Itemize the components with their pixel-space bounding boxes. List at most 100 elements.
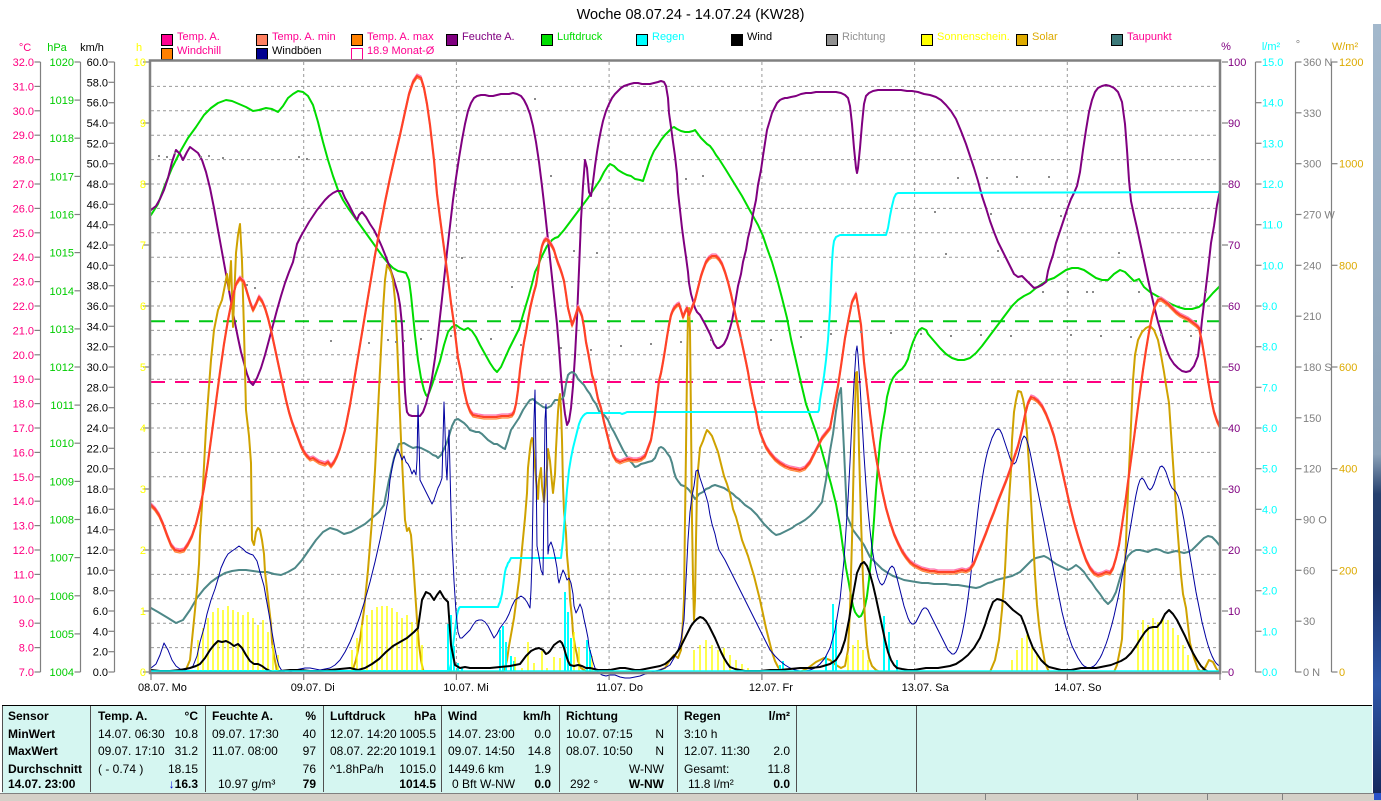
svg-text:1014: 1014 <box>50 286 74 298</box>
svg-text:40: 40 <box>1228 423 1240 435</box>
svg-text:1011: 1011 <box>50 400 74 412</box>
svg-text:6.0: 6.0 <box>93 606 108 618</box>
svg-text:22.0: 22.0 <box>87 443 108 455</box>
svg-text:08.07. Mo: 08.07. Mo <box>138 682 187 694</box>
svg-text:28.0: 28.0 <box>87 382 108 394</box>
svg-text:22.0: 22.0 <box>13 301 34 313</box>
svg-text:W/m²: W/m² <box>1332 41 1359 53</box>
svg-text:10.07. Mi: 10.07. Mi <box>443 682 488 694</box>
svg-text:14.0: 14.0 <box>87 525 108 537</box>
svg-text:10: 10 <box>1228 606 1240 618</box>
svg-text:46.0: 46.0 <box>87 199 108 211</box>
svg-text:9.0: 9.0 <box>19 618 34 630</box>
svg-text:1005: 1005 <box>50 629 74 641</box>
svg-text:50: 50 <box>1228 362 1240 374</box>
svg-text:6: 6 <box>140 301 146 313</box>
svg-text:4.0: 4.0 <box>93 626 108 638</box>
svg-text:20: 20 <box>1228 545 1240 557</box>
svg-text:1007: 1007 <box>50 553 74 565</box>
svg-text:11.0: 11.0 <box>13 569 34 581</box>
svg-text:180 S: 180 S <box>1303 362 1332 374</box>
svg-text:11.0: 11.0 <box>1262 220 1283 232</box>
svg-text:30.0: 30.0 <box>13 106 34 118</box>
svg-text:36.0: 36.0 <box>87 301 108 313</box>
svg-text:50.0: 50.0 <box>87 159 108 171</box>
svg-text:120: 120 <box>1303 464 1321 476</box>
svg-text:12.07. Fr: 12.07. Fr <box>749 682 793 694</box>
svg-text:18.0: 18.0 <box>87 484 108 496</box>
svg-text:31.0: 31.0 <box>13 81 34 93</box>
svg-text:20.0: 20.0 <box>13 350 34 362</box>
svg-text:360 N: 360 N <box>1303 57 1332 69</box>
svg-text:30.0: 30.0 <box>87 362 108 374</box>
svg-text:44.0: 44.0 <box>87 220 108 232</box>
svg-text:60.0: 60.0 <box>87 57 108 69</box>
svg-text:11.07. Do: 11.07. Do <box>596 682 643 694</box>
svg-text:28.0: 28.0 <box>13 155 34 167</box>
svg-text:15.0: 15.0 <box>13 472 34 484</box>
svg-text:km/h: km/h <box>80 42 104 54</box>
svg-text:12.0: 12.0 <box>1262 179 1283 191</box>
svg-text:13.0: 13.0 <box>13 521 34 533</box>
svg-text:14.0: 14.0 <box>1262 98 1283 110</box>
svg-text:270 W: 270 W <box>1303 210 1335 222</box>
svg-text:0.0: 0.0 <box>93 667 108 679</box>
svg-text:23.0: 23.0 <box>13 277 34 289</box>
svg-text:14.07. So: 14.07. So <box>1054 682 1101 694</box>
svg-text:1: 1 <box>140 606 146 618</box>
svg-text:8.0: 8.0 <box>1262 342 1277 354</box>
svg-text:1009: 1009 <box>50 476 74 488</box>
svg-text:40.0: 40.0 <box>87 260 108 272</box>
svg-text:h: h <box>136 42 142 54</box>
svg-text:1006: 1006 <box>50 591 74 603</box>
svg-text:30: 30 <box>1228 484 1240 496</box>
svg-text:26.0: 26.0 <box>87 403 108 415</box>
svg-text:1.0: 1.0 <box>1262 626 1277 638</box>
svg-text:0.0: 0.0 <box>1262 667 1277 679</box>
svg-text:32.0: 32.0 <box>13 57 34 69</box>
svg-text:°C: °C <box>19 42 31 54</box>
svg-text:4: 4 <box>140 423 146 435</box>
svg-text:1012: 1012 <box>50 362 74 374</box>
svg-text:1015: 1015 <box>50 248 74 260</box>
svg-text:09.07. Di: 09.07. Di <box>291 682 335 694</box>
svg-text:hPa: hPa <box>47 42 67 54</box>
svg-text:8: 8 <box>140 179 146 191</box>
svg-text:20.0: 20.0 <box>87 464 108 476</box>
svg-text:3.0: 3.0 <box>1262 545 1277 557</box>
svg-text:90 O: 90 O <box>1303 515 1327 527</box>
svg-text:56.0: 56.0 <box>87 98 108 110</box>
svg-text:800: 800 <box>1339 260 1357 272</box>
svg-text:1000: 1000 <box>1339 159 1363 171</box>
svg-text:12.0: 12.0 <box>13 545 34 557</box>
svg-text:1200: 1200 <box>1339 57 1363 69</box>
svg-text:10.0: 10.0 <box>87 565 108 577</box>
svg-text:5: 5 <box>140 362 146 374</box>
svg-text:°: ° <box>1296 39 1300 51</box>
svg-text:2.0: 2.0 <box>93 647 108 659</box>
svg-text:1004: 1004 <box>50 667 74 679</box>
svg-text:1019: 1019 <box>50 95 74 107</box>
svg-text:24.0: 24.0 <box>13 252 34 264</box>
svg-text:8.0: 8.0 <box>93 586 108 598</box>
svg-text:0: 0 <box>1228 667 1234 679</box>
svg-text:17.0: 17.0 <box>13 423 34 435</box>
svg-text:1013: 1013 <box>50 324 74 336</box>
svg-text:13.07. Sa: 13.07. Sa <box>902 682 950 694</box>
svg-text:4.0: 4.0 <box>1262 504 1277 516</box>
svg-text:8.0: 8.0 <box>19 643 34 655</box>
svg-text:10.0: 10.0 <box>1262 260 1283 272</box>
svg-text:330: 330 <box>1303 108 1321 120</box>
svg-text:19.0: 19.0 <box>13 374 34 386</box>
svg-text:16.0: 16.0 <box>13 447 34 459</box>
svg-text:200: 200 <box>1339 565 1357 577</box>
svg-text:54.0: 54.0 <box>87 118 108 130</box>
svg-text:25.0: 25.0 <box>13 228 34 240</box>
svg-text:14.0: 14.0 <box>13 496 34 508</box>
svg-text:400: 400 <box>1339 464 1357 476</box>
svg-text:7: 7 <box>140 240 146 252</box>
svg-text:9.0: 9.0 <box>1262 301 1277 313</box>
svg-text:32.0: 32.0 <box>87 342 108 354</box>
svg-text:15.0: 15.0 <box>1262 57 1283 69</box>
svg-text:30: 30 <box>1303 616 1315 628</box>
